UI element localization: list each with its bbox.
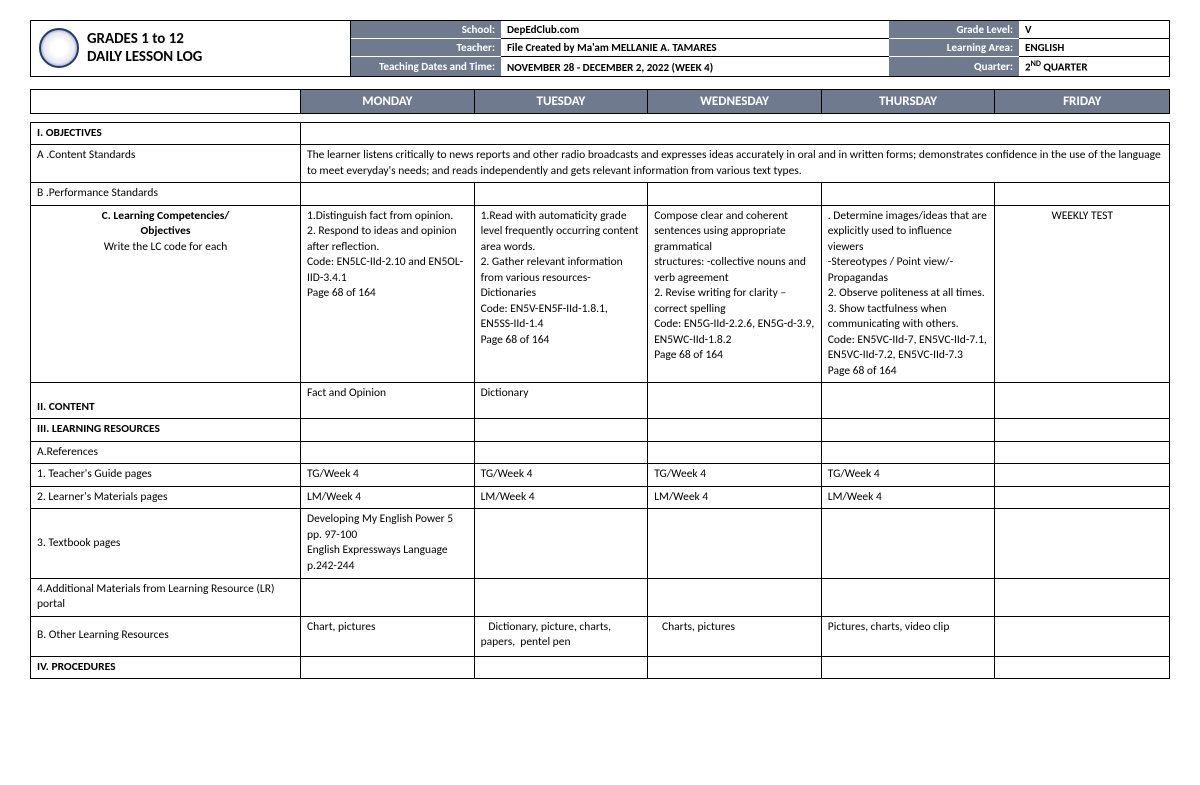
tg-mon: TG/Week 4 <box>301 464 475 486</box>
other-thu: Pictures, charts, video clip <box>822 617 996 656</box>
day-thursday: THURSDAY <box>822 90 996 113</box>
row-content-standards: A .Content Standards The learner listens… <box>31 145 1169 183</box>
label-performance-standards: B .Performance Standards <box>31 183 301 205</box>
school-value: DepEdClub.com <box>501 21 889 39</box>
label-objectives: I. OBJECTIVES <box>31 123 301 145</box>
label-other: B. Other Learning Resources <box>31 617 301 656</box>
row-objectives: I. OBJECTIVES <box>31 123 1169 146</box>
quarter-value: 2ND QUARTER <box>1019 57 1169 76</box>
competencies-fri: WEEKLY TEST <box>995 206 1169 383</box>
competencies-mon: 1.Distinguish fact from opinion. 2. Resp… <box>301 206 475 383</box>
label-tg: 1. Teacher's Guide pages <box>31 464 301 486</box>
lesson-grid: I. OBJECTIVES A .Content Standards The l… <box>30 122 1170 679</box>
row-performance-standards: B .Performance Standards <box>31 183 1169 206</box>
label-resources: III. LEARNING RESOURCES <box>31 419 301 441</box>
objectives-blank <box>301 123 1169 145</box>
grade-value: V <box>1019 21 1169 39</box>
row-textbook: 3. Textbook pages Developing My English … <box>31 509 1169 578</box>
quarter-label: Quarter: <box>889 57 1019 76</box>
tg-thu: TG/Week 4 <box>822 464 996 486</box>
label-content-standards: A .Content Standards <box>31 145 301 182</box>
label-competencies: C. Learning Competencies/ Objectives Wri… <box>31 206 301 383</box>
lm-wed: LM/Week 4 <box>648 487 822 509</box>
day-header-blank <box>31 90 301 113</box>
day-wednesday: WEDNESDAY <box>648 90 822 113</box>
dates-label: Teaching Dates and Time: <box>351 57 501 76</box>
label-lm: 2. Learner's Materials pages <box>31 487 301 509</box>
label-procedures: IV. PROCEDURES <box>31 657 301 679</box>
row-references: A.References <box>31 442 1169 465</box>
deped-logo-icon <box>39 28 79 68</box>
competencies-thu: . Determine images/ideas that are explic… <box>822 206 996 383</box>
teacher-label: Teacher: <box>351 39 501 57</box>
textbook-mon: Developing My English Power 5 pp. 97-100… <box>301 509 475 577</box>
content-mon: Fact and Opinion <box>301 383 475 418</box>
area-value: ENGLISH <box>1019 39 1169 57</box>
row-procedures: IV. PROCEDURES <box>31 657 1169 680</box>
competencies-wed: Compose clear and coherent sentences usi… <box>648 206 822 383</box>
day-header-row: MONDAY TUESDAY WEDNESDAY THURSDAY FRIDAY <box>30 89 1170 114</box>
row-resources: III. LEARNING RESOURCES <box>31 419 1169 442</box>
other-tue: Dictionary, picture, charts, papers, pen… <box>475 617 649 656</box>
label-textbook: 3. Textbook pages <box>31 509 301 577</box>
document-header: GRADES 1 to 12 DAILY LESSON LOG School: … <box>30 20 1170 77</box>
tg-wed: TG/Week 4 <box>648 464 822 486</box>
header-fields: School: DepEdClub.com Grade Level: V Tea… <box>351 21 1169 76</box>
day-monday: MONDAY <box>301 90 475 113</box>
row-competencies: C. Learning Competencies/ Objectives Wri… <box>31 206 1169 384</box>
label-additional: 4.Additional Materials from Learning Res… <box>31 579 301 616</box>
competencies-tue: 1.Read with automaticity grade level fre… <box>475 206 649 383</box>
grade-label: Grade Level: <box>889 21 1019 39</box>
other-mon: Chart, pictures <box>301 617 475 656</box>
content-standards-text: The learner listens critically to news r… <box>301 145 1169 182</box>
school-label: School: <box>351 21 501 39</box>
content-tue: Dictionary <box>475 383 649 418</box>
row-tg: 1. Teacher's Guide pages TG/Week 4 TG/We… <box>31 464 1169 487</box>
label-content: II. CONTENT <box>31 383 301 418</box>
lm-thu: LM/Week 4 <box>822 487 996 509</box>
row-content: II. CONTENT Fact and Opinion Dictionary <box>31 383 1169 419</box>
dates-value: NOVEMBER 28 - DECEMBER 2, 2022 (WEEK 4) <box>501 57 889 76</box>
header-title-block: GRADES 1 to 12 DAILY LESSON LOG <box>31 21 351 76</box>
teacher-value: File Created by Ma'am MELLANIE A. TAMARE… <box>501 39 889 57</box>
day-friday: FRIDAY <box>995 90 1169 113</box>
row-lm: 2. Learner's Materials pages LM/Week 4 L… <box>31 487 1169 510</box>
area-label: Learning Area: <box>889 39 1019 57</box>
day-tuesday: TUESDAY <box>475 90 649 113</box>
label-references: A.References <box>31 442 301 464</box>
lm-tue: LM/Week 4 <box>475 487 649 509</box>
tg-tue: TG/Week 4 <box>475 464 649 486</box>
row-additional: 4.Additional Materials from Learning Res… <box>31 579 1169 617</box>
other-wed: Charts, pictures <box>648 617 822 656</box>
document-title: GRADES 1 to 12 DAILY LESSON LOG <box>87 30 202 66</box>
lm-mon: LM/Week 4 <box>301 487 475 509</box>
row-other: B. Other Learning Resources Chart, pictu… <box>31 617 1169 657</box>
